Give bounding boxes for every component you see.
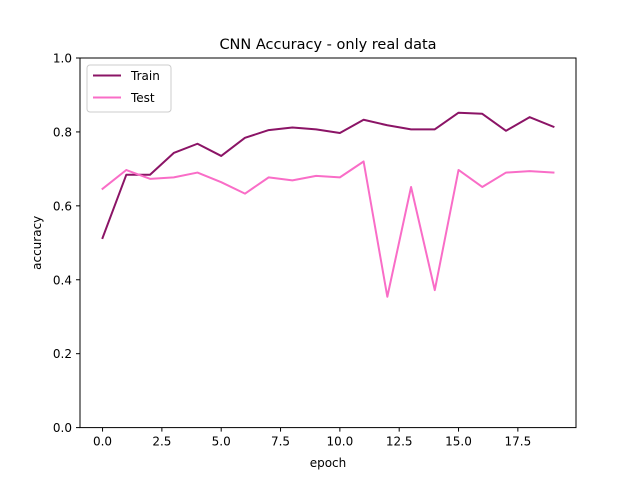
- x-tick-label: 0.0: [93, 435, 112, 449]
- x-tick-label: 17.5: [504, 435, 531, 449]
- x-tick-label: 10.0: [327, 435, 354, 449]
- legend-label-train: Train: [130, 69, 160, 83]
- chart-title: CNN Accuracy - only real data: [219, 37, 436, 53]
- series-line-train: [101, 111, 555, 240]
- x-axis-label: epoch: [310, 456, 347, 470]
- plot-frame: [79, 57, 577, 429]
- x-axis-ticks: 0.0 2.5 5.0 7.5 10.0 12.5 15.0 17.5: [93, 427, 531, 449]
- y-tick-label: 0.4: [53, 273, 72, 287]
- y-tick-label: 0.2: [53, 347, 72, 361]
- y-axis-label: accuracy: [30, 216, 44, 270]
- x-tick-label: 12.5: [386, 435, 413, 449]
- legend-box: [86, 64, 172, 113]
- y-tick-label: 1.0: [53, 52, 72, 66]
- x-tick-label: 5.0: [212, 435, 231, 449]
- y-axis-ticks: 0.0 0.2 0.4 0.6 0.8 1.0: [53, 52, 80, 435]
- legend-label-test: Test: [130, 91, 155, 105]
- x-tick-label: 2.5: [152, 435, 171, 449]
- y-tick-label: 0.8: [53, 125, 72, 139]
- x-tick-label: 7.5: [271, 435, 290, 449]
- y-tick-label: 0.0: [53, 421, 72, 435]
- series-line-test: [101, 160, 555, 298]
- x-tick-label: 15.0: [445, 435, 472, 449]
- y-tick-label: 0.6: [53, 199, 72, 213]
- lines-layer: [101, 111, 555, 298]
- legend: Train Test: [86, 64, 172, 113]
